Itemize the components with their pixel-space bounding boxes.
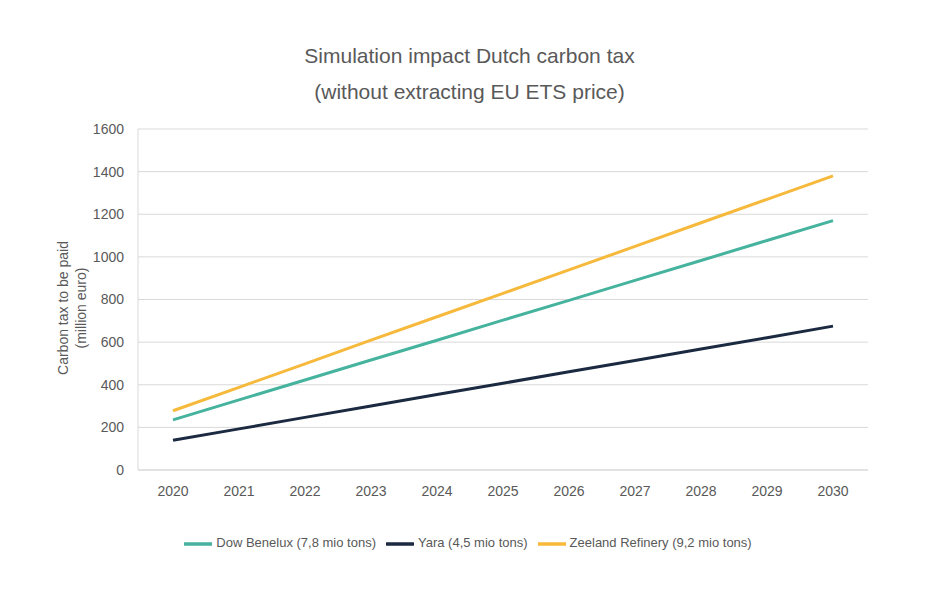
svg-text:1200: 1200: [93, 206, 124, 222]
svg-text:2023: 2023: [355, 483, 386, 499]
html-text:Yara (4,5 mio tons): Yara (4,5 mio tons): [418, 535, 528, 551]
html-text:(without extracting EU ETS pri: (without extracting EU ETS price): [314, 80, 625, 103]
svg-text:400: 400: [101, 377, 125, 393]
svg-text:1400: 1400: [93, 164, 124, 180]
html-text:Zeeland Refinery (9,2 mio tons: Zeeland Refinery (9,2 mio tons): [569, 535, 752, 551]
html-text:Simulation impact Dutch carbon: Simulation impact Dutch carbon tax: [304, 44, 635, 67]
svg-text:2022: 2022: [289, 483, 320, 499]
svg-text:800: 800: [101, 291, 125, 307]
html-text:(million euro): (million euro): [73, 267, 89, 349]
svg-text:2024: 2024: [421, 483, 452, 499]
svg-text:2029: 2029: [751, 483, 782, 499]
html-text:Dow Benelux (7,8 mio tons): Dow Benelux (7,8 mio tons): [216, 535, 376, 551]
svg-text:2027: 2027: [619, 483, 650, 499]
svg-text:1600: 1600: [93, 121, 124, 137]
svg-text:200: 200: [101, 419, 125, 435]
svg-text:2021: 2021: [223, 483, 254, 499]
svg-text:1000: 1000: [93, 249, 124, 265]
svg-text:2020: 2020: [157, 483, 188, 499]
svg-text:600: 600: [101, 334, 125, 350]
svg-text:0: 0: [116, 462, 124, 478]
html-text:Carbon tax to be paid: Carbon tax to be paid: [55, 241, 71, 375]
svg-text:2030: 2030: [817, 483, 848, 499]
svg-text:2028: 2028: [685, 483, 716, 499]
svg-text:2025: 2025: [487, 483, 518, 499]
svg-text:2026: 2026: [553, 483, 584, 499]
